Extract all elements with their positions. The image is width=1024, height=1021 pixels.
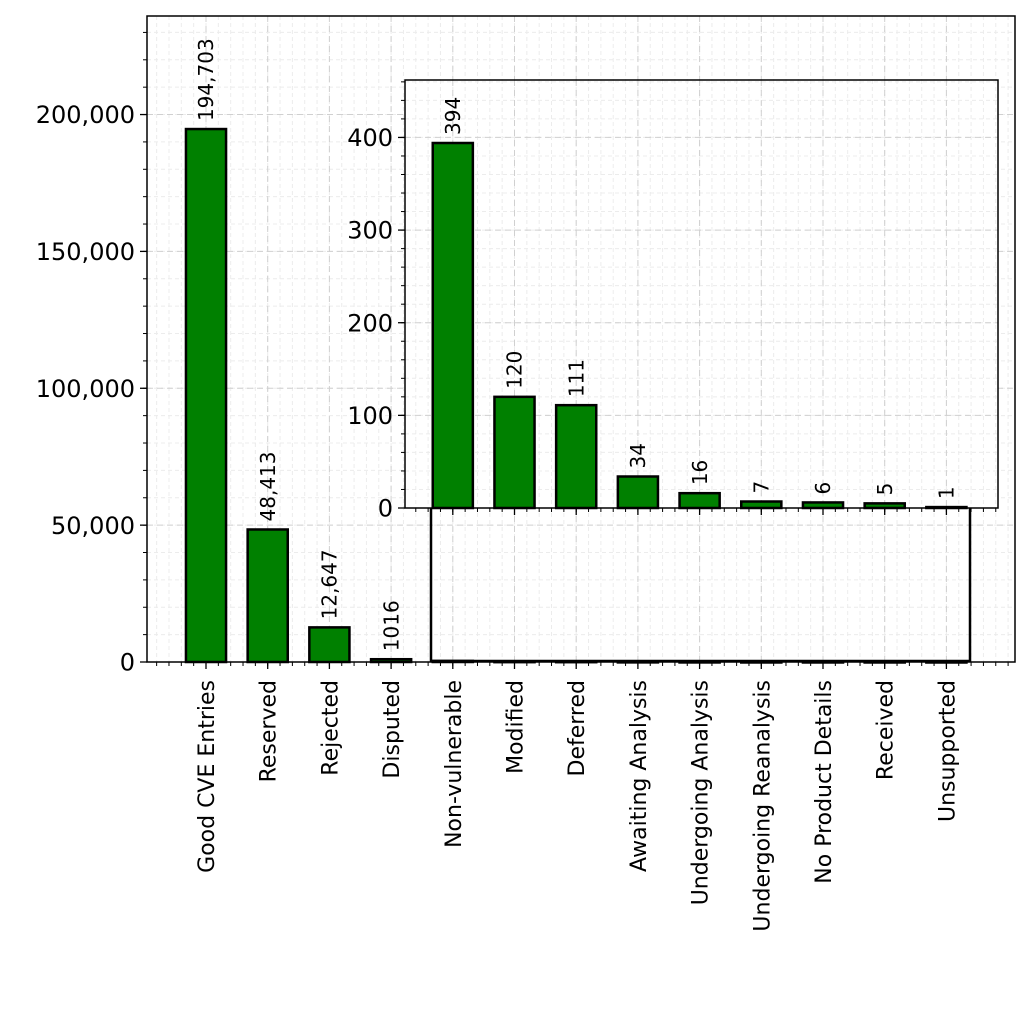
inset-frame <box>404 79 999 509</box>
main-ytick-label: 100,000 <box>36 375 135 403</box>
main-ytick-label: 0 <box>120 649 135 677</box>
main-bar-good-cve-entries <box>184 127 228 664</box>
x-category-label: Undergoing Reanalysis <box>750 680 775 932</box>
inset-axes: 0 100 200 300 400 394 120 111 34 16 7 6 5 1 <box>347 79 999 523</box>
inset-bar-undergoing-reanalysis <box>739 500 783 510</box>
inset-ytick-label: 200 <box>347 309 393 337</box>
inset-value-label: 34 <box>626 443 650 468</box>
inset-value-label: 7 <box>750 481 774 494</box>
inset-value-label: 111 <box>564 359 588 397</box>
inset-bar-modified <box>493 395 536 510</box>
inset-ytick-label: 400 <box>347 124 393 152</box>
inset-value-label: 6 <box>811 482 835 495</box>
x-category-label: Reserved <box>257 680 282 782</box>
main-value-label: 194,703 <box>194 38 218 121</box>
x-category-label: Good CVE Entries <box>195 680 220 873</box>
x-category-label: Undergoing Analysis <box>689 680 714 905</box>
inset-bar-deferred <box>554 403 598 510</box>
inset-bar-undergoing-analysis <box>678 491 721 510</box>
x-category-label: Rejected <box>318 680 343 776</box>
main-bar-reserved <box>246 528 290 664</box>
x-category-label: Non-vulnerable <box>442 680 467 848</box>
inset-value-label: 120 <box>503 351 527 389</box>
main-value-label: 12,647 <box>318 549 342 619</box>
x-category-label: Modified <box>504 680 529 774</box>
inset-value-label: 394 <box>441 97 465 135</box>
x-category-label: Deferred <box>565 680 590 776</box>
inset-bar-no-product-details <box>801 501 845 510</box>
x-category-label: Awaiting Analysis <box>627 680 652 872</box>
main-ytick-label: 150,000 <box>36 238 135 266</box>
main-ytick-label: 200,000 <box>36 101 135 129</box>
main-value-label: 48,413 <box>256 451 280 521</box>
main-ytick-label: 50,000 <box>51 512 135 540</box>
main-value-label: 1016 <box>379 600 403 651</box>
x-category-label: No Product Details <box>812 680 837 884</box>
inset-value-label: 1 <box>935 486 959 499</box>
x-category-label: Unsupported <box>935 680 960 822</box>
inset-ytick-label: 300 <box>347 217 393 245</box>
inset-ytick-label: 0 <box>378 495 393 523</box>
inset-bar-non-vulnerable <box>431 141 475 510</box>
inset-bar-awaiting-analysis <box>616 475 660 510</box>
inset-value-label: 5 <box>873 483 897 496</box>
x-category-label: Disputed <box>380 680 405 779</box>
inset-ytick-label: 100 <box>347 402 393 430</box>
inset-value-label: 16 <box>688 460 712 485</box>
main-bar-rejected <box>308 626 351 664</box>
x-category-label: Received <box>874 680 899 780</box>
